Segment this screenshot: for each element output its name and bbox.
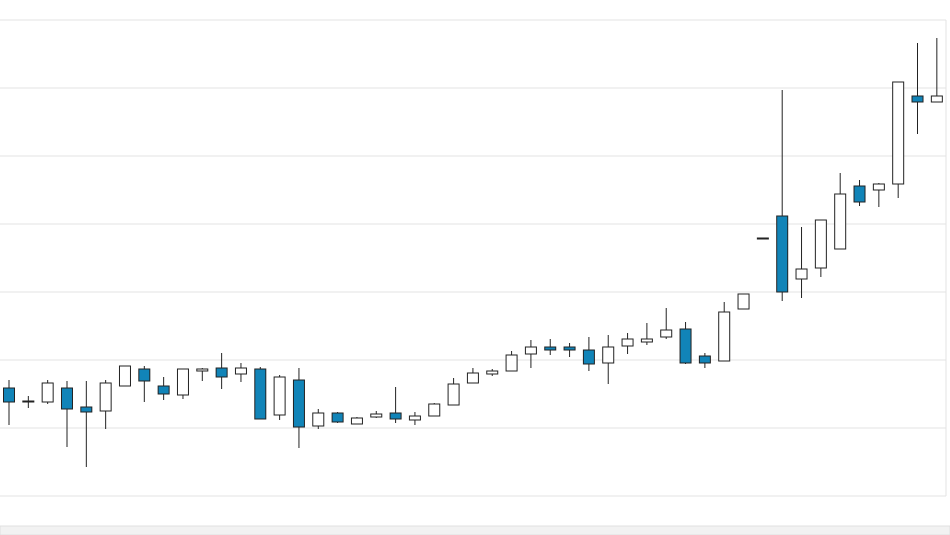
candle-body [563,346,576,351]
candle-body [872,183,885,191]
candle-body [99,382,112,412]
candle-body [215,367,228,378]
candle-body [22,400,35,403]
candle-body [602,346,615,364]
candle-body [679,328,692,364]
candle-body [157,385,170,395]
candle-body [370,413,383,418]
candle-body [350,417,363,425]
candle-body [892,81,905,185]
candle-body [486,370,499,375]
candle-body [254,368,267,420]
candle-body [640,338,653,343]
candle-body [582,349,595,365]
candle-body [80,406,93,413]
candle-body [544,346,557,351]
candle-body [60,387,73,410]
candle-body [176,368,189,396]
candle-body [524,346,537,355]
candle-body [408,415,421,421]
candle-body [621,338,634,347]
candle-body [3,387,15,403]
candle-body [447,383,460,406]
candle-body [331,412,344,423]
candle-body [737,293,750,310]
candle-body [853,185,866,203]
candle-body [718,311,731,362]
candle-body [273,376,286,416]
candle-body [41,382,54,403]
candle-body [698,355,711,364]
candle-body [660,329,673,338]
candle-body [292,379,305,428]
candle-body [930,95,943,103]
candle-body [776,215,789,293]
candle-body [814,219,827,269]
scrollbar [0,525,950,535]
candle-body [138,368,151,382]
candle-body [118,365,131,387]
candle-body [312,412,325,427]
candle-body [834,193,847,250]
candle-body [428,403,441,417]
candle-body [505,354,518,372]
candle-body [389,412,402,420]
candle-body [234,367,247,375]
candle-body [911,95,924,103]
candle-body [795,268,808,280]
candle-body [466,372,479,384]
candle-body [756,237,769,240]
candle-body [196,368,209,372]
